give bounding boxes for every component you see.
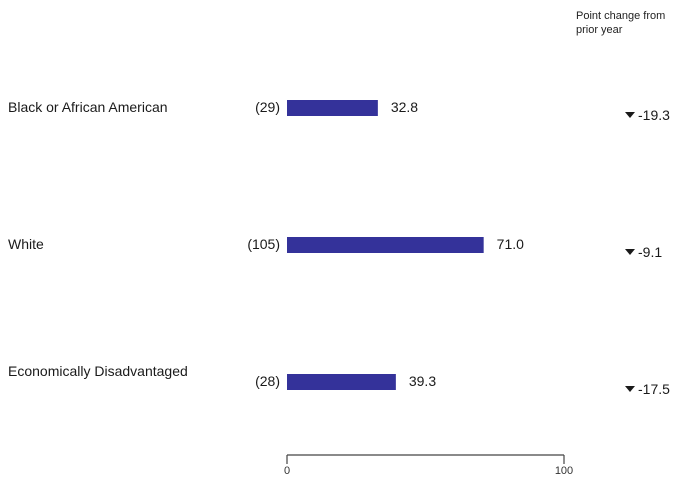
- category-label: Black or African American: [8, 99, 168, 115]
- tick-label: 0: [283, 465, 291, 477]
- change-value: -19.3: [625, 106, 670, 124]
- change-label: -17.5: [638, 381, 670, 397]
- triangle-down-icon: [625, 112, 635, 118]
- value-label: 39.3: [408, 373, 437, 389]
- bar: [287, 237, 484, 253]
- x-axis: [286, 454, 565, 464]
- change-column-header: Point change from prior year: [576, 10, 666, 36]
- category-label: Economically Disadvantaged: [8, 363, 188, 379]
- value-label: 71.0: [496, 236, 524, 252]
- category-label: White: [8, 236, 44, 252]
- bar: [287, 100, 378, 116]
- tick-label: 100: [554, 465, 574, 477]
- count-label: (105): [247, 236, 280, 252]
- triangle-down-icon: [625, 249, 635, 255]
- change-label: -19.3: [638, 107, 670, 123]
- change-label: -9.1: [638, 244, 663, 260]
- value-label: 32.8: [390, 99, 419, 115]
- change-value: -9.1: [625, 243, 662, 261]
- count-label: (29): [255, 99, 280, 115]
- triangle-down-icon: [625, 386, 635, 392]
- change-value: -17.5: [625, 380, 670, 398]
- count-label: (28): [255, 373, 280, 389]
- bar: [287, 374, 396, 390]
